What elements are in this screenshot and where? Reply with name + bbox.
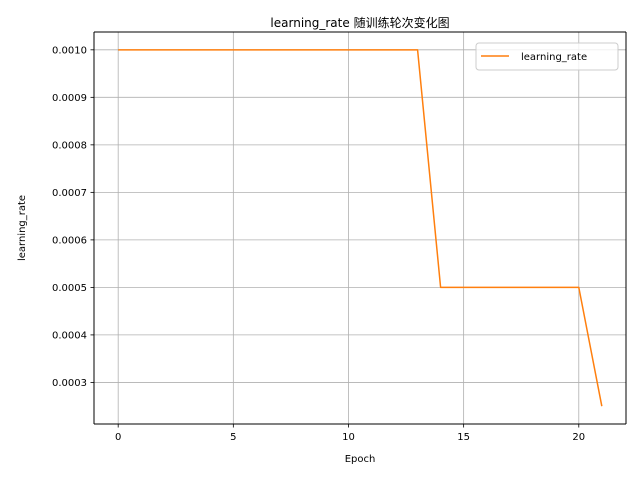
y-axis-label: learning_rate — [17, 195, 28, 261]
y-tick-label: 0.0004 — [52, 330, 87, 341]
series-layer — [118, 49, 603, 407]
x-tick-label: 5 — [230, 432, 236, 443]
grid — [94, 32, 626, 424]
y-tick-label: 0.0003 — [52, 378, 87, 389]
y-tick-label: 0.0007 — [52, 188, 87, 199]
axes-frame — [93, 31, 627, 425]
x-tick-label: 0 — [115, 432, 121, 443]
x-tick-label: 15 — [457, 432, 470, 443]
y-tick-label: 0.0010 — [52, 45, 87, 56]
x-tick-label: 10 — [342, 432, 355, 443]
series-line-learning_rate — [118, 49, 603, 407]
y-tick-label: 0.0008 — [52, 140, 87, 151]
plot-area — [94, 32, 626, 424]
y-tick-label: 0.0006 — [52, 235, 87, 246]
y-axis-ticks: 0.0003 0.0004 0.0005 0.0006 0.0007 0.0008 0.00… — [52, 45, 94, 389]
x-axis-ticks: 0 5 10 15 20 — [115, 424, 585, 443]
legend-label: learning_rate — [521, 52, 587, 63]
y-tick-label: 0.0005 — [52, 283, 87, 294]
y-tick-label: 0.0009 — [52, 93, 87, 104]
legend-box — [475, 42, 619, 71]
chart-title: learning_rate 随训练轮次变化图 — [270, 15, 449, 30]
legend: learning_rate — [475, 42, 619, 71]
x-tick-label: 20 — [572, 432, 585, 443]
x-axis-label: Epoch — [345, 454, 376, 465]
